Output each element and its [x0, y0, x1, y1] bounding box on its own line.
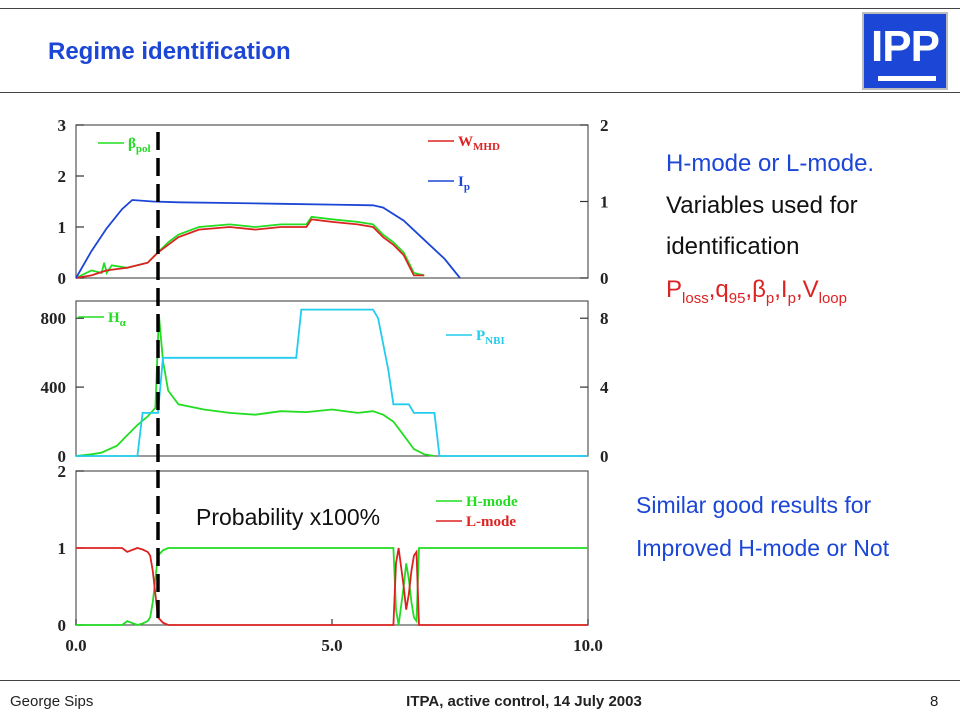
x-tick-label: 0.0: [65, 636, 86, 655]
var-ploss-main: P: [666, 276, 683, 303]
header-rule: [0, 92, 960, 93]
right-tick-label: 0: [600, 447, 609, 466]
var-q95-main: q: [715, 276, 729, 303]
legend-label-sub: NBI: [485, 335, 505, 347]
series-line-2-p: [76, 308, 588, 457]
footer-rule: [0, 680, 960, 681]
similar-line-1: Similar good results for: [636, 492, 872, 518]
right-tick-label: 0: [600, 269, 609, 288]
ipp-logo: IPP: [862, 12, 948, 90]
footer-event: ITPA, active control, 14 July 2003: [406, 693, 642, 710]
legend-label: L-mode: [466, 514, 516, 530]
similar-line-2: Improved H-mode or Not: [636, 535, 890, 561]
legend-label: PNBI: [476, 328, 505, 347]
series-line-3-l-mode: [76, 547, 588, 626]
right-tick-label: 8: [600, 309, 609, 328]
var-ploss-sub: loss: [682, 289, 709, 307]
var-ip-main: I: [780, 276, 788, 303]
left-tick-label: 0: [58, 447, 67, 466]
legend-label: H-mode: [466, 494, 518, 510]
logo-bar: [878, 76, 936, 81]
legend-label-sub: MHD: [473, 141, 500, 153]
legend-label: WMHD: [458, 134, 500, 153]
var-ip-sub: p: [787, 289, 796, 307]
right-tick-label: 2: [600, 116, 609, 135]
probability-label: Probability x100%: [196, 504, 380, 530]
legend-label-sub: p: [464, 181, 470, 193]
slide-title: Regime identification: [48, 38, 291, 65]
var-betap-sub: p: [765, 289, 775, 307]
left-tick-label: 400: [41, 378, 67, 397]
right-line-3: identification: [666, 233, 800, 260]
var-betap-main: β: [752, 276, 766, 303]
legend-label: Hα: [108, 310, 127, 329]
footer-author: George Sips: [10, 693, 94, 710]
footer-page-number: 8: [930, 693, 939, 710]
variables-line: Ploss,q95,βp,Ip,Vloop: [666, 276, 847, 307]
right-tick-label: 4: [600, 378, 609, 397]
left-tick-label: 2: [58, 167, 67, 186]
right-line-2: Variables used for: [666, 192, 858, 219]
x-tick-label: 5.0: [321, 636, 342, 655]
right-line-1: H-mode or L-mode.: [666, 150, 875, 177]
var-q95-sub: 95: [728, 289, 746, 307]
series-line-1--: [75, 215, 425, 279]
logo-text: IPP: [871, 22, 940, 71]
series-line-1-i: [75, 199, 461, 279]
right-tick-label: 1: [600, 193, 609, 212]
x-tick-label: 10.0: [573, 636, 603, 655]
legend-label-sub: α: [120, 317, 127, 329]
var-vloop-main: V: [802, 276, 819, 303]
legend-label-sub: pol: [136, 143, 151, 155]
left-tick-label: 3: [58, 116, 67, 135]
left-tick-label: 1: [58, 218, 67, 237]
left-tick-label: 800: [41, 309, 67, 328]
series-line-3-h-mode: [76, 547, 588, 626]
series-line-1-w: [75, 218, 425, 279]
left-tick-label: 0: [58, 616, 67, 635]
legend-label: Ip: [458, 174, 470, 193]
top-rule: [0, 8, 960, 9]
series-line-2-h: [75, 314, 435, 457]
var-vloop-sub: loop: [818, 289, 847, 307]
left-tick-label: 2: [58, 462, 67, 481]
left-tick-label: 0: [58, 269, 67, 288]
left-tick-label: 1: [58, 539, 67, 558]
legend-label: βpol: [128, 136, 151, 155]
plot-frame-2: [75, 300, 589, 457]
